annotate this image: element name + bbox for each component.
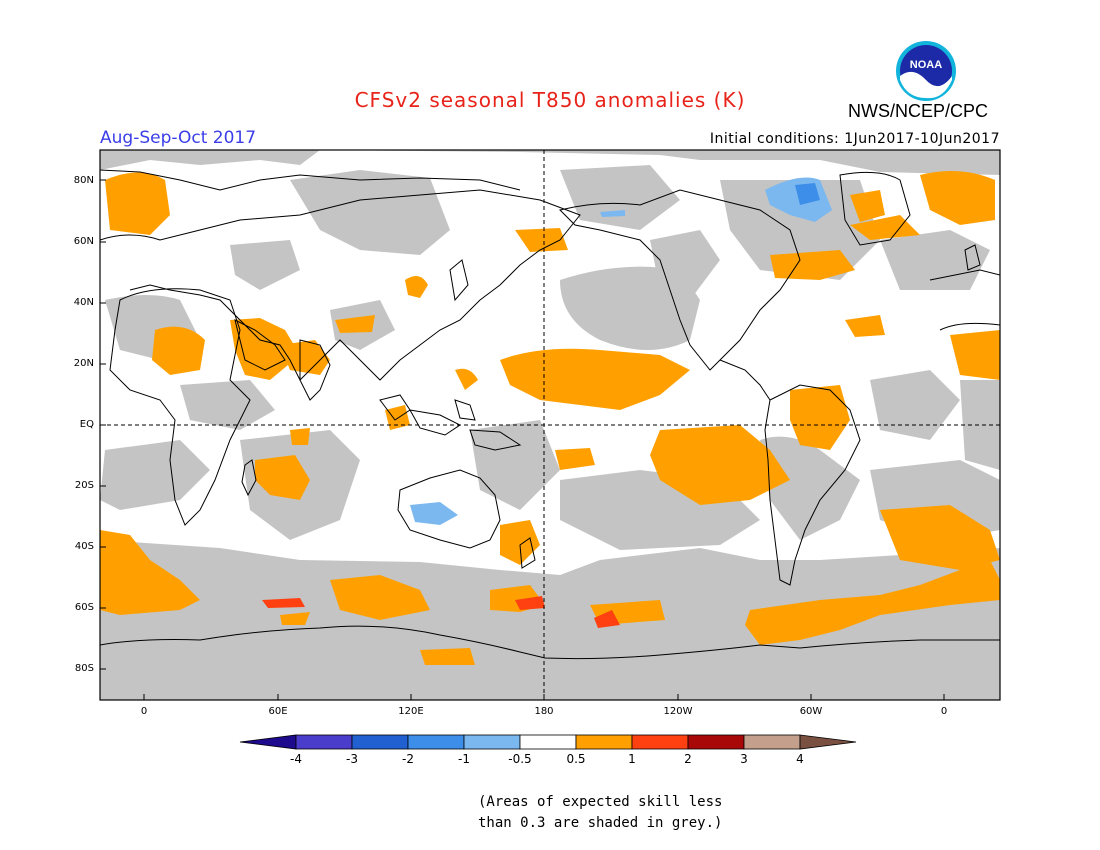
- colorbar-swatch: [631, 734, 689, 750]
- logo-text: NOAA: [910, 59, 942, 71]
- colorbar-swatch: [687, 734, 745, 750]
- lon-label: 0: [140, 706, 148, 717]
- initial-conditions: Initial conditions: 1Jun2017-10Jun2017: [709, 131, 1000, 147]
- map-title: CFSv2 seasonal T850 anomalies (K): [354, 88, 746, 112]
- lat-label: 60N: [73, 236, 94, 247]
- colorbar-swatch: [351, 734, 409, 750]
- colorbar-swatch: [463, 734, 521, 750]
- colorbar-label: 0.5: [566, 752, 586, 766]
- noaa-logo: NOAA: [896, 41, 956, 101]
- skill-note-line: than 0.3 are shaded in grey.): [478, 815, 723, 831]
- cool-anomaly-regions: [410, 177, 832, 525]
- colorbar-swatch: [743, 734, 801, 750]
- lat-label: 40N: [73, 297, 94, 308]
- colorbar-label: -2: [402, 752, 414, 766]
- lat-label: 80N: [73, 175, 94, 186]
- lon-label: 120W: [663, 706, 693, 717]
- colorbar-swatch: [295, 734, 353, 750]
- colorbar-label: -0.5: [508, 752, 532, 766]
- lon-label: 60W: [799, 706, 823, 717]
- colorbar-label: -1: [458, 752, 470, 766]
- axis-ticks: [100, 179, 945, 700]
- skill-note-line: (Areas of expected skill less: [478, 794, 723, 810]
- colorbar-swatch: [799, 734, 857, 750]
- lon-label: 180: [534, 706, 554, 717]
- lat-label: 60S: [74, 602, 94, 613]
- colorbar-label: -3: [346, 752, 358, 766]
- lat-label: 80S: [74, 663, 94, 674]
- colorbar-swatch: [239, 734, 297, 750]
- colorbar-label: 2: [684, 752, 692, 766]
- warm-anomaly-regions: [100, 171, 1000, 665]
- forecast-period: Aug-Sep-Oct 2017: [100, 128, 257, 148]
- lat-label: 20N: [73, 358, 94, 369]
- colorbar-label: 4: [796, 752, 804, 766]
- colorbar-label: 3: [740, 752, 748, 766]
- lat-label: EQ: [79, 419, 94, 430]
- coastlines: [100, 169, 1000, 660]
- strong-warm-regions: [262, 596, 620, 628]
- colorbar-swatches: [239, 734, 857, 750]
- lat-label: 40S: [74, 541, 94, 552]
- lon-label: 120E: [398, 706, 424, 717]
- lon-label: 60E: [268, 706, 288, 717]
- colorbar-swatch: [407, 734, 465, 750]
- skill-note: (Areas of expected skill less than 0.3 a…: [478, 792, 722, 834]
- lat-label: 20S: [74, 480, 94, 491]
- lon-label: 0: [940, 706, 948, 717]
- colorbar-label: 1: [628, 752, 636, 766]
- colorbar-swatch: [575, 734, 633, 750]
- agency-label: NWS/NCEP/CPC: [848, 101, 989, 121]
- colorbar-label: -4: [290, 752, 302, 766]
- colorbar-swatch: [519, 734, 577, 750]
